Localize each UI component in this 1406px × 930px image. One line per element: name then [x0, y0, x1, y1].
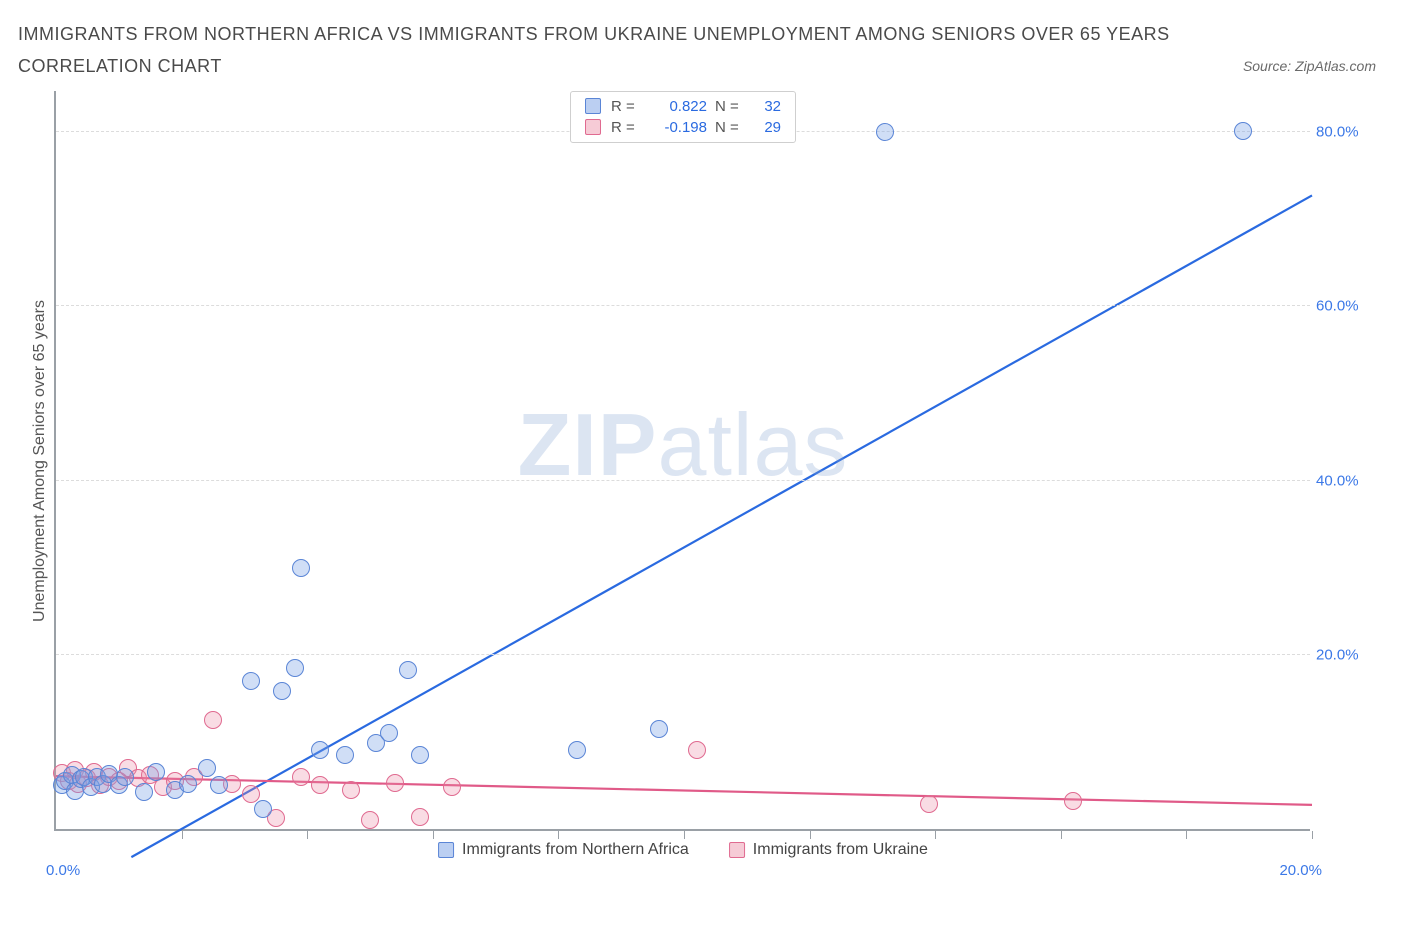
legend-label-blue: Immigrants from Northern Africa — [462, 841, 689, 859]
data-point-blue — [1234, 122, 1252, 140]
data-point-blue — [336, 746, 354, 764]
title-line-1: Immigrants from Northern Africa vs Immig… — [18, 18, 1388, 50]
legend-label-pink: Immigrants from Ukraine — [753, 841, 928, 859]
data-point-blue — [399, 661, 417, 679]
stat-value-r-blue: 0.822 — [647, 98, 707, 115]
data-point-blue — [147, 763, 165, 781]
data-point-pink — [386, 774, 404, 792]
x-axis-max-label: 20.0% — [1279, 862, 1322, 879]
stat-value-n-blue: 32 — [751, 98, 781, 115]
data-point-blue — [311, 741, 329, 759]
x-tick — [810, 831, 811, 839]
legend-item-blue: Immigrants from Northern Africa — [438, 841, 689, 859]
scatter-plot-area: R = 0.822 N = 32 R = -0.198 N = 29 ZIPat… — [54, 91, 1310, 831]
data-point-blue — [411, 746, 429, 764]
data-point-blue — [135, 783, 153, 801]
data-point-blue — [179, 775, 197, 793]
x-tick — [935, 831, 936, 839]
data-point-pink — [311, 776, 329, 794]
data-point-pink — [411, 808, 429, 826]
y-axis-label: Unemployment Among Seniors over 65 years — [31, 300, 49, 622]
stat-label-n: N = — [715, 119, 743, 136]
gridline — [56, 654, 1310, 655]
x-tick — [433, 831, 434, 839]
bottom-legend: Immigrants from Northern Africa Immigran… — [438, 841, 928, 859]
chart-container: Unemployment Among Seniors over 65 years… — [54, 91, 1388, 831]
data-point-pink — [688, 741, 706, 759]
watermark-logo: ZIPatlas — [518, 394, 849, 496]
data-point-blue — [210, 776, 228, 794]
x-tick — [1061, 831, 1062, 839]
data-point-pink — [242, 785, 260, 803]
data-point-pink — [920, 795, 938, 813]
x-tick — [182, 831, 183, 839]
stat-label-r: R = — [611, 98, 639, 115]
stat-value-r-pink: -0.198 — [647, 119, 707, 136]
gridline — [56, 305, 1310, 306]
data-point-blue — [286, 659, 304, 677]
x-tick — [1312, 831, 1313, 839]
stat-label-r: R = — [611, 119, 639, 136]
legend-swatch-pink — [585, 119, 601, 135]
y-tick-label: 60.0% — [1316, 298, 1376, 315]
data-point-blue — [254, 800, 272, 818]
data-point-blue — [198, 759, 216, 777]
trend-line-blue — [131, 195, 1312, 857]
data-point-blue — [242, 672, 260, 690]
x-tick — [684, 831, 685, 839]
trend-lines-layer — [56, 91, 1312, 831]
x-tick — [1186, 831, 1187, 839]
x-tick — [558, 831, 559, 839]
legend-swatch-blue — [438, 842, 454, 858]
y-tick-label: 80.0% — [1316, 124, 1376, 141]
y-tick-label: 40.0% — [1316, 472, 1376, 489]
x-axis-min-label: 0.0% — [46, 862, 80, 879]
data-point-pink — [443, 778, 461, 796]
correlation-stats-box: R = 0.822 N = 32 R = -0.198 N = 29 — [570, 91, 796, 143]
data-point-pink — [342, 781, 360, 799]
data-point-pink — [1064, 792, 1082, 810]
title-line-2: Correlation Chart — [18, 50, 1388, 82]
legend-swatch-pink — [729, 842, 745, 858]
legend-swatch-blue — [585, 98, 601, 114]
legend-item-pink: Immigrants from Ukraine — [729, 841, 928, 859]
stat-label-n: N = — [715, 98, 743, 115]
data-point-blue — [292, 559, 310, 577]
data-point-blue — [116, 768, 134, 786]
source-attribution: Source: ZipAtlas.com — [1243, 58, 1376, 74]
stat-value-n-pink: 29 — [751, 119, 781, 136]
y-tick-label: 20.0% — [1316, 646, 1376, 663]
data-point-blue — [650, 720, 668, 738]
data-point-blue — [568, 741, 586, 759]
x-tick — [307, 831, 308, 839]
data-point-pink — [361, 811, 379, 829]
chart-title-block: Immigrants from Northern Africa vs Immig… — [18, 18, 1388, 83]
data-point-blue — [273, 682, 291, 700]
data-point-blue — [380, 724, 398, 742]
data-point-pink — [204, 711, 222, 729]
gridline — [56, 480, 1310, 481]
data-point-pink — [292, 768, 310, 786]
data-point-blue — [876, 123, 894, 141]
